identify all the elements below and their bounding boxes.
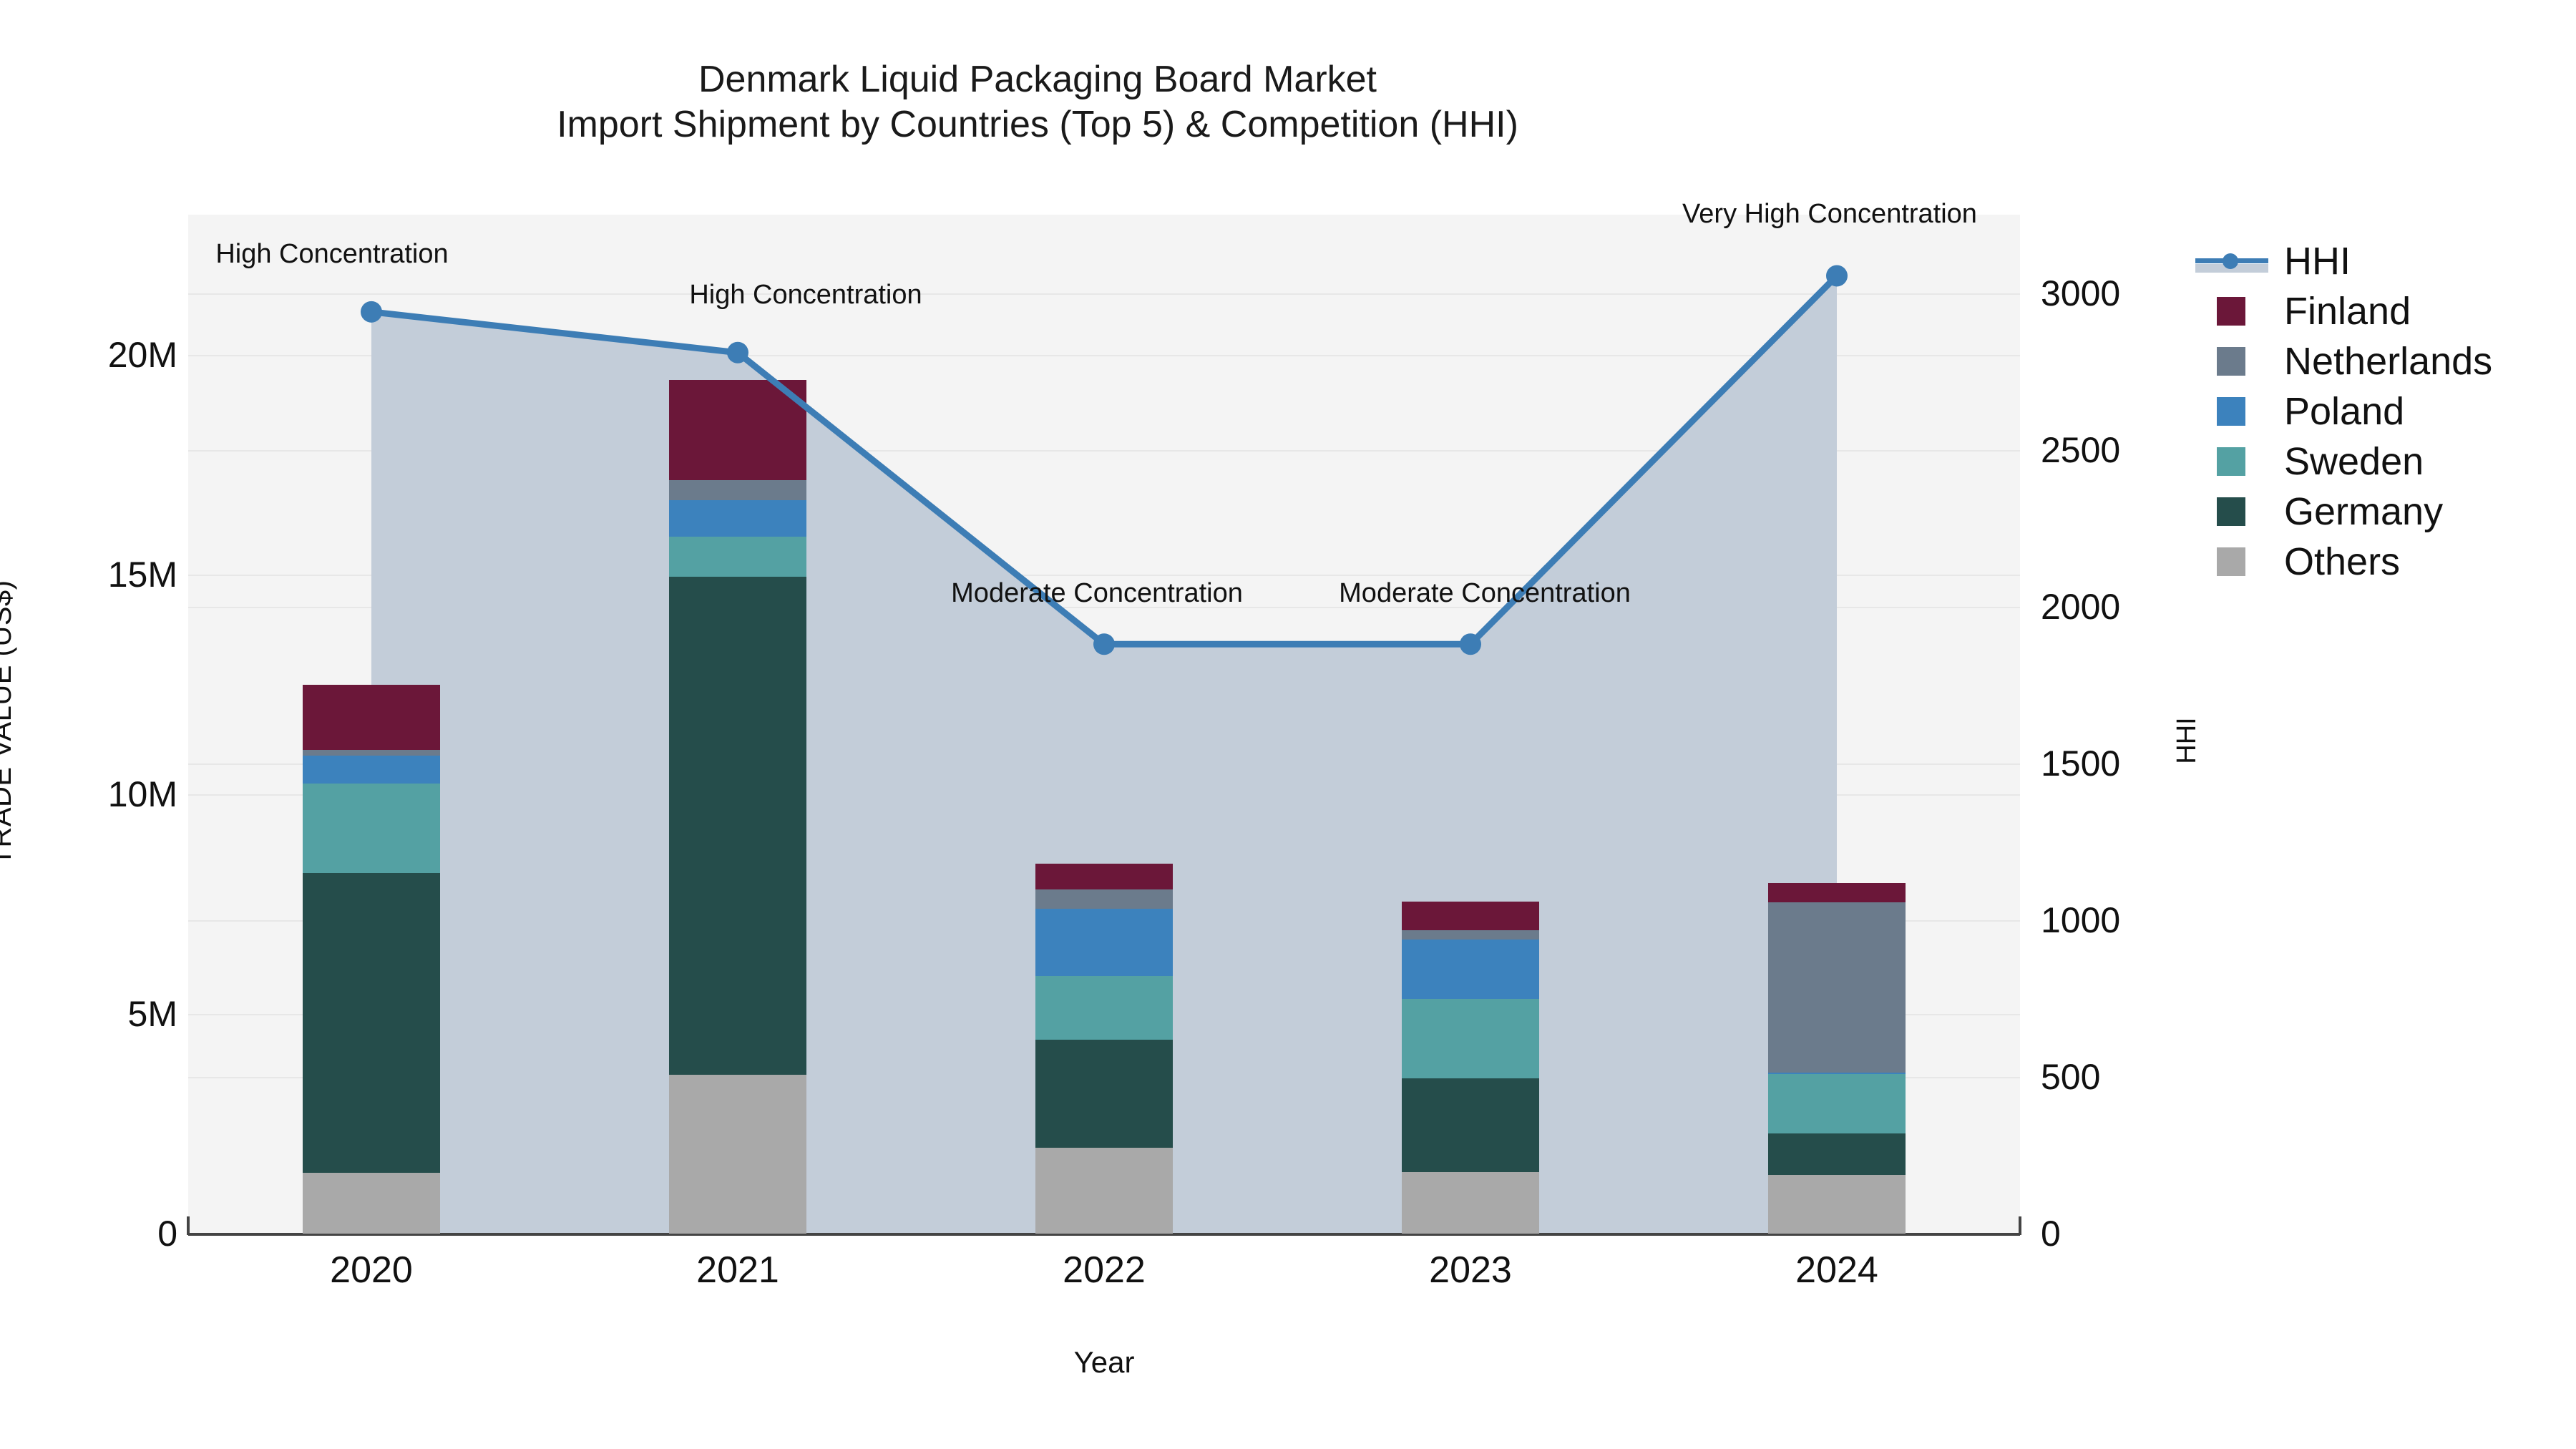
y-tick-right-0: 0 bbox=[2041, 1214, 2061, 1254]
bar-segment-poland-2024[interactable] bbox=[1768, 1073, 1906, 1075]
y-tick-right-500: 500 bbox=[2041, 1056, 2101, 1097]
legend-swatch-icon bbox=[2190, 346, 2274, 377]
gridline bbox=[188, 763, 2020, 765]
y-tick-right-2000: 2000 bbox=[2041, 586, 2121, 627]
bar-segment-finland-2024[interactable] bbox=[1768, 882, 1906, 903]
y-tick-right-1500: 1500 bbox=[2041, 743, 2121, 784]
bar-segment-germany-2020[interactable] bbox=[303, 873, 440, 1174]
legend-color-swatch bbox=[2217, 447, 2245, 476]
bar-segment-sweden-2020[interactable] bbox=[303, 783, 440, 874]
y-tick-left-20M: 20M bbox=[107, 335, 177, 376]
bar-segment-sweden-2022[interactable] bbox=[1035, 976, 1173, 1040]
bar-segment-netherlands-2024[interactable] bbox=[1768, 902, 1906, 1073]
bar-segment-poland-2020[interactable] bbox=[303, 755, 440, 784]
gridline bbox=[188, 293, 2020, 295]
legend-color-swatch bbox=[2217, 347, 2245, 376]
legend: HHI Finland Netherlands Poland Sweden Germany… bbox=[2190, 236, 2562, 587]
bar-segment-germany-2022[interactable] bbox=[1035, 1040, 1173, 1148]
chart-title-line-2: Import Shipment by Countries (Top 5) & C… bbox=[557, 104, 1518, 146]
legend-label: HHI bbox=[2284, 240, 2351, 283]
bar-segment-germany-2024[interactable] bbox=[1768, 1133, 1906, 1176]
legend-item-poland[interactable]: Poland bbox=[2190, 386, 2562, 436]
bar-segment-finland-2020[interactable] bbox=[303, 685, 440, 751]
legend-swatch-icon bbox=[2190, 546, 2274, 577]
x-tick-2022[interactable]: 2022 bbox=[1063, 1249, 1146, 1291]
x-axis-line bbox=[188, 1233, 2020, 1236]
y-tick-left-0: 0 bbox=[157, 1214, 177, 1254]
bar-segment-netherlands-2021[interactable] bbox=[669, 479, 806, 500]
gridline bbox=[188, 794, 2020, 796]
bar-segment-netherlands-2022[interactable] bbox=[1035, 889, 1173, 909]
bar-segment-sweden-2023[interactable] bbox=[1402, 999, 1539, 1078]
bar-segment-others-2021[interactable] bbox=[669, 1074, 806, 1234]
bar-segment-poland-2022[interactable] bbox=[1035, 908, 1173, 977]
legend-label: Others bbox=[2284, 540, 2401, 583]
annotation-2024: Very High Concentration bbox=[1682, 199, 1977, 230]
chart-title-line-1: Denmark Liquid Packaging Board Market bbox=[698, 59, 1377, 100]
legend-color-swatch bbox=[2217, 547, 2245, 576]
legend-item-hhi[interactable]: HHI bbox=[2190, 236, 2562, 286]
legend-item-others[interactable]: Others bbox=[2190, 537, 2562, 587]
bar-segment-finland-2021[interactable] bbox=[669, 380, 806, 480]
x-tick-2020[interactable]: 2020 bbox=[330, 1249, 413, 1291]
y-tick-left-15M: 15M bbox=[107, 555, 177, 595]
bar-segment-netherlands-2023[interactable] bbox=[1402, 930, 1539, 940]
bar-segment-netherlands-2020[interactable] bbox=[303, 750, 440, 756]
legend-label: Netherlands bbox=[2284, 340, 2493, 383]
annotation-2022: Moderate Concentration bbox=[951, 578, 1243, 609]
legend-label: Germany bbox=[2284, 490, 2444, 533]
annotation-2023: Moderate Concentration bbox=[1339, 578, 1631, 609]
annotation-2020: High Concentration bbox=[215, 238, 449, 269]
legend-color-swatch bbox=[2217, 397, 2245, 426]
y-tick-left-5M: 5M bbox=[127, 994, 177, 1035]
bar-segment-others-2022[interactable] bbox=[1035, 1148, 1173, 1234]
annotation-2021: High Concentration bbox=[689, 279, 922, 310]
bar-segment-others-2024[interactable] bbox=[1768, 1175, 1906, 1234]
chart-title: Denmark Liquid Packaging Board Market Im… bbox=[0, 57, 2075, 148]
legend-item-germany[interactable]: Germany bbox=[2190, 487, 2562, 537]
bar-segment-germany-2021[interactable] bbox=[669, 577, 806, 1075]
bar-segment-sweden-2021[interactable] bbox=[669, 536, 806, 577]
bar-segment-poland-2021[interactable] bbox=[669, 499, 806, 537]
bar-segment-others-2020[interactable] bbox=[303, 1173, 440, 1234]
bar-segment-poland-2023[interactable] bbox=[1402, 939, 1539, 1000]
y-axis-left-ticks: 0 5M 10M 15M 20M bbox=[0, 0, 179, 1449]
legend-item-sweden[interactable]: Sweden bbox=[2190, 436, 2562, 487]
gridline bbox=[188, 449, 2020, 452]
y-axis-left-tick bbox=[187, 1216, 190, 1235]
legend-line-marker-icon bbox=[2223, 253, 2238, 269]
x-tick-2024[interactable]: 2024 bbox=[1795, 1249, 1878, 1291]
legend-label: Finland bbox=[2284, 290, 2411, 333]
x-axis-label: Year bbox=[1073, 1345, 1135, 1379]
gridline bbox=[188, 575, 2020, 577]
y-axis-right-label: HHI bbox=[2172, 717, 2202, 764]
legend-swatch-icon bbox=[2190, 496, 2274, 527]
legend-line-key-icon bbox=[2190, 245, 2274, 277]
legend-item-finland[interactable]: Finland bbox=[2190, 286, 2562, 336]
legend-color-swatch bbox=[2217, 297, 2245, 326]
x-tick-2023[interactable]: 2023 bbox=[1429, 1249, 1512, 1291]
bar-segment-finland-2022[interactable] bbox=[1035, 864, 1173, 890]
legend-swatch-icon bbox=[2190, 446, 2274, 477]
gridline bbox=[188, 355, 2020, 357]
bar-segment-finland-2023[interactable] bbox=[1402, 901, 1539, 931]
y-axis-right-tick bbox=[2019, 1216, 2021, 1235]
legend-label: Poland bbox=[2284, 390, 2405, 433]
x-tick-2021[interactable]: 2021 bbox=[696, 1249, 779, 1291]
legend-item-netherlands[interactable]: Netherlands bbox=[2190, 336, 2562, 386]
y-tick-right-3000: 3000 bbox=[2041, 273, 2121, 313]
bar-segment-others-2023[interactable] bbox=[1402, 1172, 1539, 1234]
y-tick-right-1000: 1000 bbox=[2041, 899, 2121, 940]
bar-segment-germany-2023[interactable] bbox=[1402, 1078, 1539, 1173]
y-tick-right-2500: 2500 bbox=[2041, 429, 2121, 470]
y-tick-left-10M: 10M bbox=[107, 774, 177, 815]
bar-segment-sweden-2024[interactable] bbox=[1768, 1073, 1906, 1134]
legend-swatch-icon bbox=[2190, 296, 2274, 327]
legend-color-swatch bbox=[2217, 497, 2245, 526]
legend-swatch-icon bbox=[2190, 396, 2274, 427]
legend-label: Sweden bbox=[2284, 440, 2424, 483]
